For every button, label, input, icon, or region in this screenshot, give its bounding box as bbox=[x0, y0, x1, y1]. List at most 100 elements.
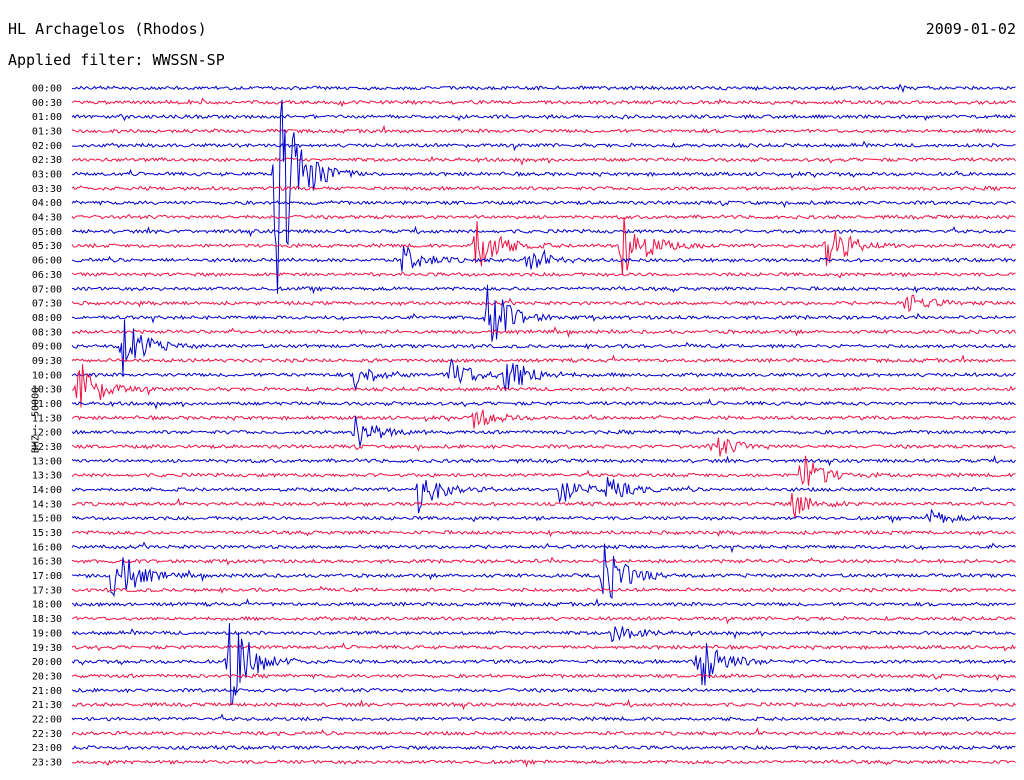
row-time-label: 11:00 bbox=[32, 399, 62, 410]
trace-row-0430 bbox=[71, 213, 1016, 221]
row-time-label: 21:00 bbox=[32, 686, 62, 697]
row-time-label: 01:30 bbox=[32, 127, 62, 138]
trace-row-0900 bbox=[71, 319, 1016, 376]
trace-row-1130 bbox=[71, 409, 1016, 429]
trace-row-1000 bbox=[71, 358, 1016, 392]
trace-row-2300 bbox=[72, 744, 1016, 751]
row-time-label: 19:30 bbox=[32, 643, 62, 654]
trace-row-1030 bbox=[71, 364, 1016, 408]
row-time-label: 20:00 bbox=[32, 657, 62, 668]
row-time-label: 14:30 bbox=[32, 499, 62, 510]
row-time-label: 05:30 bbox=[32, 241, 62, 252]
row-time-label: 15:00 bbox=[32, 514, 62, 525]
trace-row-1930 bbox=[71, 642, 1016, 652]
station-title: HL Archagelos (Rhodos) bbox=[8, 20, 207, 38]
row-time-label: 09:00 bbox=[32, 342, 62, 353]
trace-row-0500 bbox=[71, 225, 1016, 238]
trace-row-2000 bbox=[71, 623, 1016, 706]
row-time-label: 21:30 bbox=[32, 700, 62, 711]
row-time-label: 10:00 bbox=[32, 370, 62, 381]
trace-row-0600 bbox=[71, 245, 1016, 272]
trace-row-0730 bbox=[71, 294, 1016, 313]
filter-label: Applied filter: WWSSN-SP bbox=[8, 51, 225, 69]
row-time-label: 14:00 bbox=[32, 485, 62, 496]
trace-row-2330 bbox=[71, 758, 1016, 768]
trace-row-1630 bbox=[71, 556, 1016, 566]
trace-row-0130 bbox=[71, 124, 1016, 134]
trace-row-0700 bbox=[71, 285, 1016, 295]
row-time-label: 06:00 bbox=[32, 256, 62, 267]
row-time-label: 23:30 bbox=[32, 757, 62, 768]
row-time-label: 22:30 bbox=[32, 729, 62, 740]
row-time-label: 03:00 bbox=[32, 170, 62, 181]
trace-row-0330 bbox=[71, 185, 1016, 192]
trace-row-2200 bbox=[71, 713, 1016, 722]
trace-row-2100 bbox=[71, 687, 1016, 694]
row-time-label: 08:30 bbox=[32, 327, 62, 338]
row-time-label: 02:30 bbox=[32, 155, 62, 166]
row-time-label: 06:30 bbox=[32, 270, 62, 281]
row-time-label: 20:30 bbox=[32, 671, 62, 682]
row-time-label: 18:30 bbox=[32, 614, 62, 625]
trace-row-2130 bbox=[71, 698, 1016, 711]
trace-row-2030 bbox=[71, 673, 1016, 682]
trace-row-0100 bbox=[71, 113, 1016, 122]
trace-row-1200 bbox=[71, 415, 1016, 447]
row-time-label: 10:30 bbox=[32, 385, 62, 396]
trace-row-1300 bbox=[71, 454, 1016, 467]
row-time-label: 17:30 bbox=[32, 585, 62, 596]
row-time-label: 16:30 bbox=[32, 557, 62, 568]
row-time-label: 03:30 bbox=[32, 184, 62, 195]
row-time-label: 04:00 bbox=[32, 198, 62, 209]
row-time-label: 02:00 bbox=[32, 141, 62, 152]
row-time-label: 04:30 bbox=[32, 213, 62, 224]
trace-row-1700 bbox=[71, 543, 1016, 600]
row-time-label: 09:30 bbox=[32, 356, 62, 367]
trace-row-1900 bbox=[71, 626, 1016, 643]
trace-row-1800 bbox=[71, 597, 1016, 608]
row-time-label: 11:30 bbox=[32, 413, 62, 424]
row-time-label: 00:00 bbox=[32, 84, 62, 95]
trace-row-0200 bbox=[72, 140, 1016, 152]
row-time-label: 00:30 bbox=[32, 98, 62, 109]
row-time-label: 19:00 bbox=[32, 628, 62, 639]
trace-row-0930 bbox=[71, 354, 1016, 364]
trace-row-0030 bbox=[71, 97, 1016, 108]
trace-row-1600 bbox=[71, 541, 1016, 554]
row-time-label: 16:00 bbox=[32, 542, 62, 553]
trace-row-1100 bbox=[71, 398, 1016, 410]
row-time-label: 13:30 bbox=[32, 471, 62, 482]
row-time-label: 07:00 bbox=[32, 284, 62, 295]
trace-row-0530 bbox=[71, 217, 1016, 275]
row-time-label: 22:00 bbox=[32, 714, 62, 725]
row-time-label: 23:00 bbox=[32, 743, 62, 754]
row-time-label: 12:30 bbox=[32, 442, 62, 453]
row-time-label: 01:00 bbox=[32, 112, 62, 123]
trace-row-0800 bbox=[71, 284, 1016, 342]
row-time-label: 08:00 bbox=[32, 313, 62, 324]
trace-row-0000 bbox=[71, 83, 1016, 94]
row-time-label: 17:00 bbox=[32, 571, 62, 582]
row-time-label: 13:00 bbox=[32, 456, 62, 467]
trace-row-1730 bbox=[72, 585, 1016, 594]
trace-row-1830 bbox=[71, 615, 1016, 625]
trace-row-0630 bbox=[71, 271, 1016, 279]
row-time-label: 15:30 bbox=[32, 528, 62, 539]
row-time-label: 18:00 bbox=[32, 600, 62, 611]
date-label: 2009-01-02 bbox=[925, 20, 1016, 38]
trace-row-1330 bbox=[71, 455, 1016, 486]
trace-row-2230 bbox=[71, 727, 1016, 737]
trace-row-1400 bbox=[71, 476, 1016, 514]
row-time-label: 07:30 bbox=[32, 299, 62, 310]
row-time-label: 05:00 bbox=[32, 227, 62, 238]
trace-row-1530 bbox=[71, 529, 1016, 538]
trace-row-0400 bbox=[71, 199, 1016, 208]
trace-row-0830 bbox=[71, 326, 1016, 338]
row-time-label: 12:00 bbox=[32, 428, 62, 439]
trace-row-1430 bbox=[71, 492, 1016, 519]
trace-row-1500 bbox=[71, 508, 1016, 524]
trace-row-1230 bbox=[71, 437, 1016, 457]
trace-row-0230 bbox=[71, 155, 1016, 166]
trace-row-0300 bbox=[71, 99, 1016, 294]
